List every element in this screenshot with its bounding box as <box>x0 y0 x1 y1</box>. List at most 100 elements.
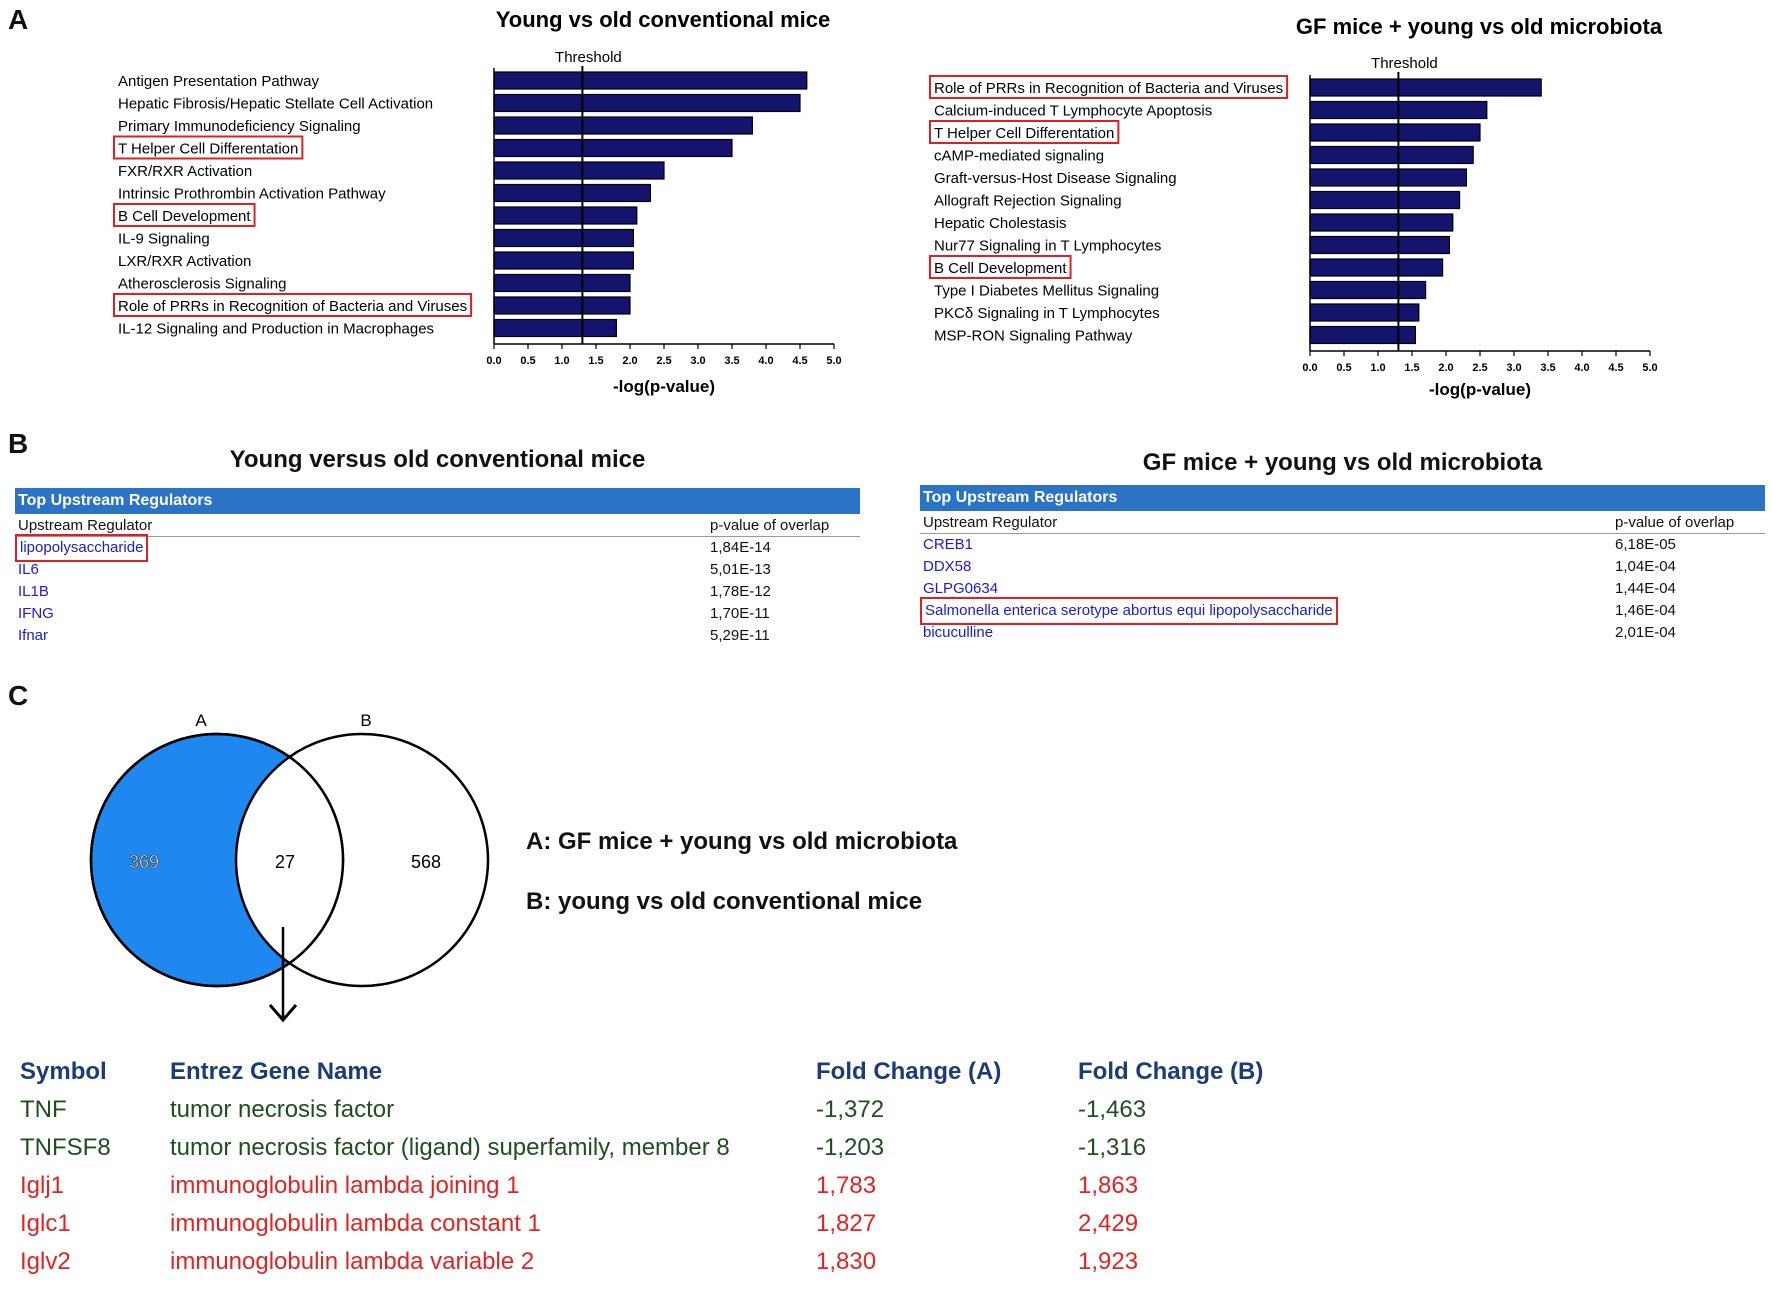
upstream-row: IL1B 1,78E-12 <box>15 581 860 603</box>
bar <box>1309 78 1542 97</box>
category-label: MSP-RON Signaling Pathway <box>934 328 1133 345</box>
gene-name: immunoglobulin lambda constant 1 <box>170 1210 541 1237</box>
upstream-regulator-link[interactable]: IL6 <box>18 561 39 578</box>
category-label: cAMP-mediated signaling <box>934 148 1104 165</box>
upstream-row: lipopolysaccharide 1,84E-14 <box>14 534 860 562</box>
bar <box>493 251 634 270</box>
upstream-row: GLPG0634 1,44E-04 <box>920 578 1765 600</box>
gene-name: immunoglobulin lambda variable 2 <box>170 1248 535 1275</box>
highlight-box <box>929 120 1120 144</box>
bar <box>493 116 753 135</box>
category-label: B Cell Development <box>934 260 1067 277</box>
venn-overlap <box>236 734 343 986</box>
fold-change-b: -1,463 <box>1078 1096 1147 1123</box>
category-label: Primary Immunodeficiency Signaling <box>118 118 361 135</box>
category-label: IL-12 Signaling and Production in Macrop… <box>118 321 434 338</box>
upstream-p-value: 1,84E-14 <box>710 539 771 556</box>
x-tick-label: 0.0 <box>1302 362 1317 374</box>
bar <box>493 296 631 315</box>
venn-count-only-a: 369 <box>129 852 159 872</box>
bar <box>1309 213 1454 232</box>
upstream-row: bicuculline 2,01E-04 <box>920 622 1765 644</box>
upstream-p-value: 5,29E-11 <box>710 627 770 644</box>
upstream-column-headers: Upstream Regulator p-value of overlap <box>15 514 860 537</box>
gene-symbol: Iglj1 <box>20 1172 65 1199</box>
upstream-p-value: 1,04E-04 <box>1615 558 1676 575</box>
gene-symbol: Iglv2 <box>20 1248 71 1275</box>
category-label: FXR/RXR Activation <box>118 163 252 180</box>
bar-chart-young-vs-old: Young vs old conventional mice Threshold A… <box>113 7 842 396</box>
x-tick-label: 2.0 <box>1438 362 1453 374</box>
upstream-regulator-link[interactable]: Salmonella enterica serotype abortus equ… <box>920 597 1338 625</box>
x-tick-label: 2.5 <box>1472 362 1487 374</box>
upstream-title-gf-mice: GF mice + young vs old microbiota <box>1142 449 1543 476</box>
venn-circle-b <box>234 732 490 988</box>
fold-change-b: 1,863 <box>1078 1172 1139 1199</box>
upstream-row: Salmonella enterica serotype abortus equ… <box>920 597 1765 625</box>
upstream-row: IL6 5,01E-13 <box>15 559 860 581</box>
upstream-table-header: Top Upstream Regulators <box>15 488 860 514</box>
chart-title: Young vs old conventional mice <box>496 7 831 32</box>
category-label: PKCδ Signaling in T Lymphocytes <box>934 305 1160 322</box>
x-tick-label: 0.0 <box>486 355 501 367</box>
x-tick-label: 3.0 <box>1506 362 1521 374</box>
bar <box>1309 235 1450 255</box>
bar-chart-gf-mice: GF mice + young vs old microbiota Thresho… <box>929 14 1663 399</box>
upstream-regulator-link[interactable]: Ifnar <box>18 627 49 644</box>
upstream-regulator-link[interactable]: bicuculline <box>923 624 994 641</box>
upstream-regulator-link[interactable]: GLPG0634 <box>923 580 999 597</box>
venn-count-only-b: 568 <box>411 852 441 872</box>
header-fold-change-b: Fold Change (B) <box>1078 1058 1264 1085</box>
x-tick-label: 4.0 <box>758 355 773 367</box>
category-label: Type I Diabetes Mellitus Signaling <box>934 283 1159 300</box>
category-label: Graft-versus-Host Disease Signaling <box>934 170 1177 187</box>
x-tick-label: 4.0 <box>1574 362 1589 374</box>
threshold-label: Threshold <box>1371 55 1438 72</box>
x-axis-label: -log(p-value) <box>613 377 715 396</box>
category-label: Atherosclerosis Signaling <box>118 276 286 293</box>
x-tick-label: 4.5 <box>792 355 807 367</box>
bar <box>1309 123 1481 142</box>
venn-count-both: 27 <box>275 852 295 872</box>
highlight-box <box>929 255 1072 279</box>
column-p-value: p-value of overlap <box>710 517 830 534</box>
upstream-regulator-link[interactable]: CREB1 <box>923 536 974 553</box>
upstream-p-value: 5,01E-13 <box>710 561 771 578</box>
upstream-regulator-link[interactable]: lipopolysaccharide <box>14 534 149 562</box>
venn-arrow-head <box>268 1004 298 1023</box>
header-fold-change-a: Fold Change (A) <box>816 1058 1002 1085</box>
category-label: Hepatic Fibrosis/Hepatic Stellate Cell A… <box>118 96 433 113</box>
upstream-regulator-link[interactable]: IFNG <box>18 605 54 622</box>
upstream-p-value: 1,70E-11 <box>710 605 770 622</box>
venn-diagram: A B 369 27 568 <box>89 711 490 1023</box>
fold-change-b: 1,923 <box>1078 1248 1139 1275</box>
fold-change-b: 2,429 <box>1078 1210 1139 1237</box>
venn-legend-b: B: young vs old conventional mice <box>526 888 923 915</box>
venn-legend-a: A: GF mice + young vs old microbiota <box>526 828 958 855</box>
x-tick-label: 5.0 <box>826 355 841 367</box>
x-tick-label: 3.5 <box>724 355 739 367</box>
gene-symbol: Iglc1 <box>20 1210 71 1237</box>
fold-change-a: 1,830 <box>816 1248 877 1275</box>
upstream-p-value: 2,01E-04 <box>1615 624 1676 641</box>
highlight-box <box>113 203 256 227</box>
upstream-regulator-link[interactable]: IL1B <box>18 583 49 600</box>
x-tick-label: 2.5 <box>656 355 671 367</box>
upstream-p-value: 1,78E-12 <box>710 583 771 600</box>
upstream-table-young-vs-old: Top Upstream Regulators Upstream Regulat… <box>14 488 860 647</box>
category-label: LXR/RXR Activation <box>118 253 251 270</box>
x-tick-label: 2.0 <box>622 355 637 367</box>
fold-change-a: 1,783 <box>816 1172 877 1199</box>
x-tick-label: 1.0 <box>1370 362 1385 374</box>
upstream-p-value: 6,18E-05 <box>1615 536 1676 553</box>
gene-symbol: TNFSF8 <box>20 1134 111 1161</box>
fold-change-b: -1,316 <box>1078 1134 1147 1161</box>
upstream-regulator-link[interactable]: DDX58 <box>923 558 972 575</box>
category-label: T Helper Cell Differentation <box>934 125 1114 142</box>
x-tick-label: 5.0 <box>1642 362 1657 374</box>
upstream-row: IFNG 1,70E-11 <box>15 603 860 625</box>
upstream-row: DDX58 1,04E-04 <box>920 556 1765 578</box>
category-label: Calcium-induced T Lymphocyte Apoptosis <box>934 103 1212 120</box>
upstream-table-gf-mice: Top Upstream Regulators Upstream Regulat… <box>920 485 1765 644</box>
highlight-box <box>113 293 473 317</box>
